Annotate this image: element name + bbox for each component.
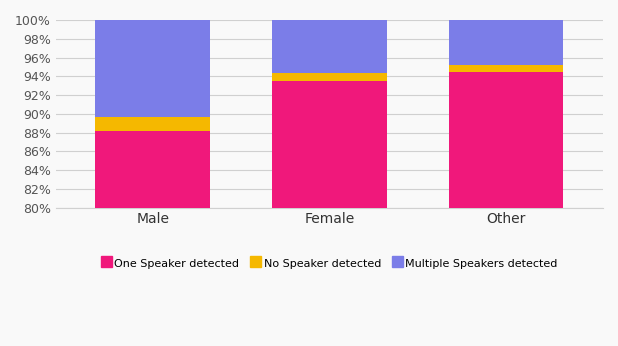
Bar [95, 20, 210, 117]
Bar [449, 20, 563, 65]
Bar [95, 117, 210, 131]
Bar [272, 20, 387, 73]
Bar [272, 73, 387, 81]
Legend: One Speaker detected, No Speaker detected, Multiple Speakers detected: One Speaker detected, No Speaker detecte… [96, 254, 562, 273]
Bar [272, 81, 387, 208]
Bar [449, 72, 563, 208]
Bar [95, 131, 210, 208]
Bar [449, 65, 563, 72]
